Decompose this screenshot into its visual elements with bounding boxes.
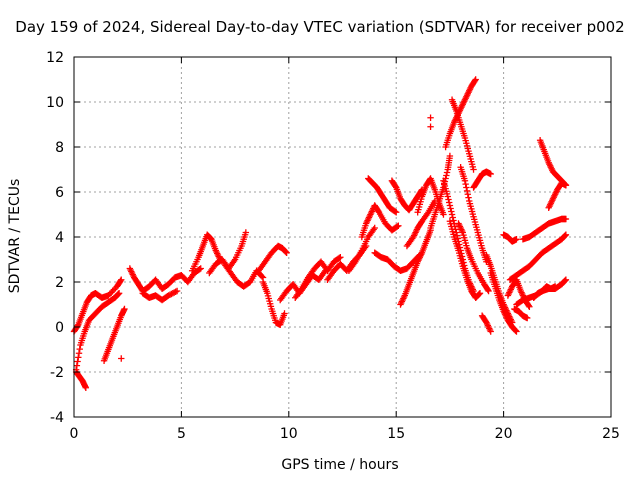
data-point bbox=[73, 362, 81, 369]
data-point bbox=[485, 287, 492, 295]
data-point bbox=[512, 327, 519, 334]
data-point bbox=[115, 290, 123, 297]
data-point bbox=[463, 184, 470, 191]
x-tick-label: 15 bbox=[387, 426, 405, 442]
data-point bbox=[513, 328, 520, 335]
data-point bbox=[75, 354, 82, 361]
data-point bbox=[392, 183, 399, 190]
data-point bbox=[449, 214, 456, 221]
data-point bbox=[283, 249, 290, 256]
data-point bbox=[242, 229, 250, 236]
data-point bbox=[115, 290, 122, 298]
data-point bbox=[562, 182, 570, 189]
data-point bbox=[562, 276, 570, 283]
data-point bbox=[395, 222, 402, 229]
data-point bbox=[445, 199, 453, 206]
x-axis-label: GPS time / hours bbox=[281, 457, 399, 473]
y-tick-label: -4 bbox=[50, 410, 64, 426]
data-point bbox=[443, 169, 451, 176]
data-point bbox=[75, 350, 83, 357]
y-tick-label: 4 bbox=[55, 230, 64, 246]
data-point bbox=[74, 358, 81, 365]
data-point bbox=[82, 384, 90, 391]
y-tick-label: 0 bbox=[55, 320, 64, 336]
data-point bbox=[391, 208, 399, 215]
data-point bbox=[463, 187, 471, 195]
data-point bbox=[524, 314, 531, 322]
data-marks bbox=[70, 76, 570, 391]
data-point bbox=[173, 287, 181, 295]
data-point bbox=[561, 232, 569, 239]
data-point bbox=[447, 205, 454, 212]
data-point bbox=[258, 273, 266, 280]
x-tick-label: 5 bbox=[177, 426, 186, 442]
data-point bbox=[196, 266, 203, 273]
data-point bbox=[484, 286, 492, 294]
data-point bbox=[465, 194, 472, 201]
data-point bbox=[551, 283, 559, 290]
data-point bbox=[470, 166, 477, 173]
chart-title: Day 159 of 2024, Sidereal Day-to-day VTE… bbox=[15, 18, 625, 36]
data-point bbox=[172, 288, 179, 295]
data-point bbox=[74, 322, 81, 330]
data-point bbox=[513, 236, 520, 243]
data-point bbox=[476, 290, 483, 298]
data-point bbox=[336, 254, 343, 262]
data-point bbox=[443, 172, 450, 179]
data-point bbox=[394, 223, 401, 230]
data-point bbox=[393, 209, 400, 216]
data-point bbox=[118, 276, 125, 283]
x-tick-label: 25 bbox=[602, 426, 620, 442]
data-point bbox=[450, 217, 457, 224]
x-tick-label: 0 bbox=[70, 426, 79, 442]
data-point bbox=[525, 302, 532, 309]
data-point bbox=[487, 328, 494, 335]
data-point bbox=[448, 211, 456, 218]
data-point bbox=[117, 277, 124, 285]
y-tick-label: 2 bbox=[55, 275, 64, 291]
data-point bbox=[427, 123, 434, 130]
data-point bbox=[337, 254, 344, 261]
data-point bbox=[526, 303, 533, 310]
x-tick-label: 20 bbox=[495, 426, 513, 442]
data-point bbox=[197, 265, 204, 272]
data-point bbox=[472, 76, 479, 83]
y-tick-label: 6 bbox=[55, 185, 64, 201]
data-point bbox=[448, 208, 455, 215]
data-point bbox=[562, 215, 570, 223]
axis-ticks: 0 5 10 15 20 25 -4 -2 0 2 4 6 8 10 12 bbox=[46, 50, 620, 442]
data-point bbox=[562, 231, 570, 238]
data-point bbox=[427, 114, 434, 121]
data-point bbox=[446, 202, 454, 209]
data-point bbox=[561, 277, 569, 284]
y-tick-label: -2 bbox=[50, 365, 64, 381]
data-point bbox=[281, 310, 288, 317]
data-point bbox=[371, 224, 378, 232]
data-point bbox=[118, 355, 125, 362]
data-point bbox=[282, 248, 290, 256]
data-point bbox=[464, 191, 471, 198]
data-point bbox=[440, 211, 447, 218]
y-tick-label: 10 bbox=[46, 95, 64, 111]
data-point bbox=[471, 77, 479, 84]
data-point bbox=[444, 193, 451, 200]
data-point bbox=[445, 196, 452, 203]
data-point bbox=[487, 170, 494, 178]
data-point bbox=[121, 305, 128, 313]
data-point bbox=[461, 177, 469, 184]
data-point bbox=[476, 290, 484, 297]
data-point bbox=[446, 152, 454, 160]
y-tick-label: 12 bbox=[46, 50, 64, 66]
x-tick-label: 10 bbox=[280, 426, 298, 442]
data-point bbox=[462, 180, 469, 188]
grid-lines bbox=[74, 57, 611, 417]
data-point bbox=[76, 345, 83, 353]
y-tick-label: 8 bbox=[55, 140, 64, 156]
